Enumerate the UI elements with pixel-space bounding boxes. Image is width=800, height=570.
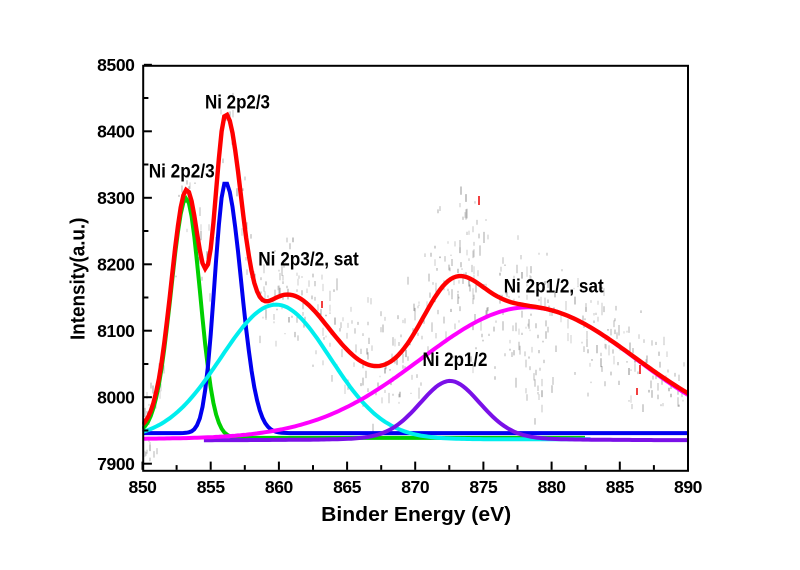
svg-text:Binder Energy (eV): Binder Energy (eV) [321, 503, 511, 526]
svg-text:Ni 2p1/2, sat: Ni 2p1/2, sat [504, 276, 604, 298]
svg-text:860: 860 [265, 477, 294, 497]
svg-text:865: 865 [333, 477, 362, 497]
svg-text:Intensity(a.u.): Intensity(a.u.) [67, 218, 90, 341]
svg-text:8000: 8000 [97, 387, 135, 407]
svg-text:8500: 8500 [97, 55, 135, 75]
svg-text:885: 885 [606, 477, 635, 497]
svg-text:Ni 2p1/2: Ni 2p1/2 [423, 349, 488, 371]
svg-text:7900: 7900 [97, 454, 135, 474]
svg-text:875: 875 [469, 477, 498, 497]
svg-text:855: 855 [197, 477, 226, 497]
svg-text:8100: 8100 [97, 321, 135, 341]
svg-text:890: 890 [674, 477, 703, 497]
svg-text:8400: 8400 [97, 122, 135, 142]
svg-text:8200: 8200 [97, 255, 135, 275]
svg-text:870: 870 [401, 477, 430, 497]
svg-text:Ni 2p3/2, sat: Ni 2p3/2, sat [258, 249, 359, 271]
svg-text:850: 850 [129, 477, 158, 497]
svg-text:880: 880 [538, 477, 567, 497]
svg-text:Ni 2p2/3: Ni 2p2/3 [149, 160, 215, 182]
svg-text:8300: 8300 [97, 188, 135, 208]
svg-text:Ni 2p2/3: Ni 2p2/3 [205, 92, 270, 114]
